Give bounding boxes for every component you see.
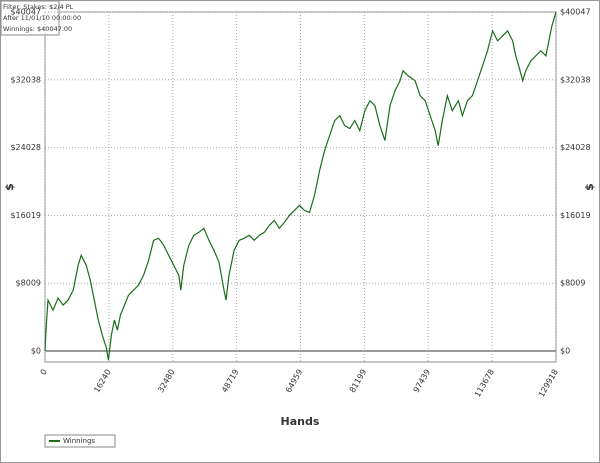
y-tick-label-right: $40047 — [560, 8, 591, 17]
info-text: After 11/01/10 00:00:00 — [3, 14, 81, 22]
x-axis-label: Hands — [281, 415, 320, 428]
y-axis-label-right: $ — [583, 183, 596, 191]
info-text: Winnings: $40047.00 — [3, 25, 72, 33]
y-tick-label-right: $24028 — [560, 143, 591, 152]
y-tick-label-right: $32038 — [560, 75, 591, 84]
y-tick-label: $40047 — [10, 8, 41, 17]
legend — [44, 434, 116, 448]
info-box — [0, 0, 60, 36]
y-tick-label: $0 — [31, 346, 41, 355]
y-tick-label: $24028 — [10, 143, 41, 152]
x-tick-label: 0 — [39, 368, 49, 377]
y-tick-label-right: $0 — [560, 346, 570, 355]
y-axis-label: $ — [3, 183, 16, 191]
info-text: Filter: Stakes: $2/4 PL — [3, 3, 74, 11]
y-tick-label-right: $16019 — [560, 211, 591, 220]
y-tick-label: $8009 — [16, 279, 41, 288]
y-tick-label: $16019 — [10, 211, 41, 220]
legend-label: Winnings — [63, 437, 95, 445]
y-tick-label: $32038 — [10, 75, 41, 84]
series-line — [44, 11, 557, 361]
y-tick-label-right: $8009 — [560, 279, 585, 288]
